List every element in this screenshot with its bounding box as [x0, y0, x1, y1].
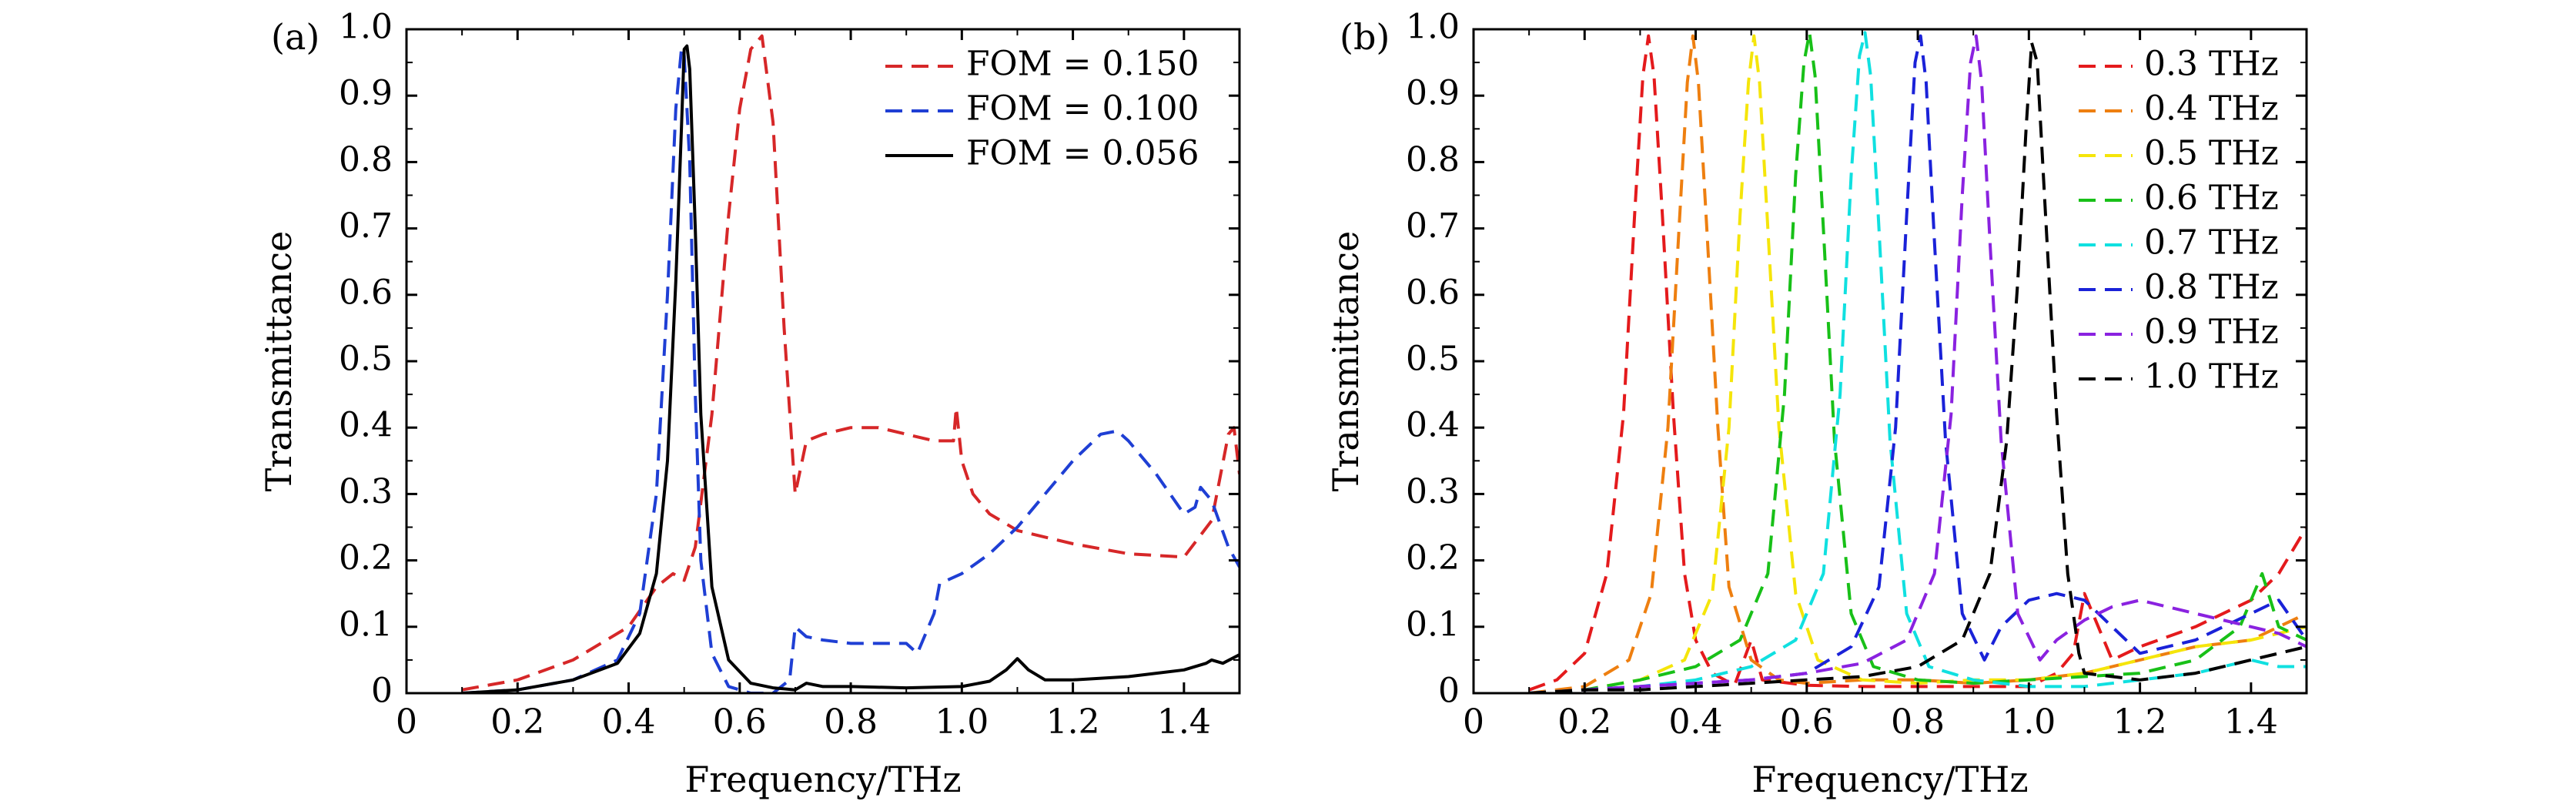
x-tick-label: 0.2 — [490, 702, 544, 742]
y-tick-label: 0.2 — [339, 538, 393, 578]
y-tick-label: 0.9 — [339, 74, 393, 113]
y-tick-label: 0.7 — [1406, 206, 1460, 246]
x-axis-title: Frequency/THz — [684, 759, 961, 800]
y-tick-label: 0.7 — [339, 206, 393, 246]
series-line-3 — [1528, 34, 2307, 693]
y-tick-label: 0 — [1438, 672, 1460, 711]
legend-label-4: 0.6 THz — [2144, 179, 2279, 218]
panel-a: (a) 0 0.2 0.4 0.6 0.8 1.0 1.2 1.4 0 0.1 0.2 0.3 0.4 0.… — [258, 8, 1241, 800]
y-tick-label: 0.9 — [1406, 74, 1460, 113]
x-tick-label: 0 — [1463, 702, 1484, 742]
x-axis-title: Frequency/THz — [1751, 759, 2028, 800]
y-tick-label: 0 — [371, 672, 393, 711]
panel-label: (a) — [271, 16, 319, 58]
plot-frame — [405, 28, 1241, 695]
x-tick-label: 0.4 — [602, 702, 656, 742]
legend-label-2: 0.4 THz — [2144, 89, 2279, 129]
series-line-2 — [461, 47, 1239, 693]
series-line-7 — [1528, 34, 2307, 693]
x-tick-label: 1.2 — [1046, 702, 1100, 742]
legend-label-3: FOM = 0.056 — [966, 134, 1199, 173]
x-tick-label: 0.8 — [824, 702, 878, 742]
series-group — [1528, 31, 2307, 693]
y-tick-label: 0.4 — [1406, 406, 1460, 445]
series-group — [461, 34, 1239, 693]
y-tick-label: 0.4 — [339, 406, 393, 445]
x-tick-label: 1.4 — [2224, 702, 2278, 742]
legend-label-5: 0.7 THz — [2144, 223, 2279, 263]
series-line-3 — [461, 44, 1239, 693]
series-line-1 — [1528, 34, 2307, 692]
x-tick-label: 0.6 — [1780, 702, 1834, 742]
y-tick-label: 0.8 — [1406, 140, 1460, 179]
legend-label-1: 0.3 THz — [2144, 45, 2279, 84]
x-tick-label: 1.4 — [1157, 702, 1211, 742]
series-line-8 — [1528, 41, 2307, 693]
panel-b: (b) 0 0.2 0.4 0.6 0.8 1.0 1.2 1.4 0 0.1 0.2 0.3 0.4 0.… — [1325, 8, 2308, 800]
legend-label-1: FOM = 0.150 — [966, 45, 1199, 84]
y-tick-label: 1.0 — [339, 8, 393, 47]
panel-label: (b) — [1340, 16, 1390, 58]
y-tick-label: 0.1 — [339, 605, 393, 644]
y-tick-label: 1.0 — [1406, 8, 1460, 47]
x-tick-label: 0.4 — [1669, 702, 1723, 742]
y-tick-label: 0.3 — [1406, 472, 1460, 511]
y-tick-label: 0.6 — [1406, 273, 1460, 312]
legend-label-8: 1.0 THz — [2144, 357, 2279, 397]
y-tick-label: 0.5 — [339, 340, 393, 379]
x-tick-label: 0 — [396, 702, 417, 742]
x-tick-label: 0.6 — [713, 702, 767, 742]
legend-label-7: 0.9 THz — [2144, 313, 2279, 352]
y-tick-label: 0.8 — [339, 140, 393, 179]
legend-label-3: 0.5 THz — [2144, 134, 2279, 173]
y-tick-label: 0.5 — [1406, 340, 1460, 379]
y-axis-title: Transmittance — [1325, 231, 1367, 492]
y-tick-label: 0.6 — [339, 273, 393, 312]
y-tick-label: 0.3 — [339, 472, 393, 511]
x-tick-label: 0.8 — [1891, 702, 1945, 742]
x-tick-label: 0.2 — [1557, 702, 1611, 742]
y-axis-title: Transmittance — [258, 231, 299, 492]
x-tick-label: 1.0 — [2002, 702, 2056, 742]
series-line-1 — [461, 34, 1239, 692]
x-tick-label: 1.0 — [935, 702, 989, 742]
legend-label-6: 0.8 THz — [2144, 268, 2279, 307]
legend-label-2: FOM = 0.100 — [966, 89, 1199, 129]
y-tick-label: 0.1 — [1406, 605, 1460, 644]
x-tick-label: 1.2 — [2113, 702, 2167, 742]
y-tick-label: 0.2 — [1406, 538, 1460, 578]
series-line-5 — [1528, 31, 2307, 693]
